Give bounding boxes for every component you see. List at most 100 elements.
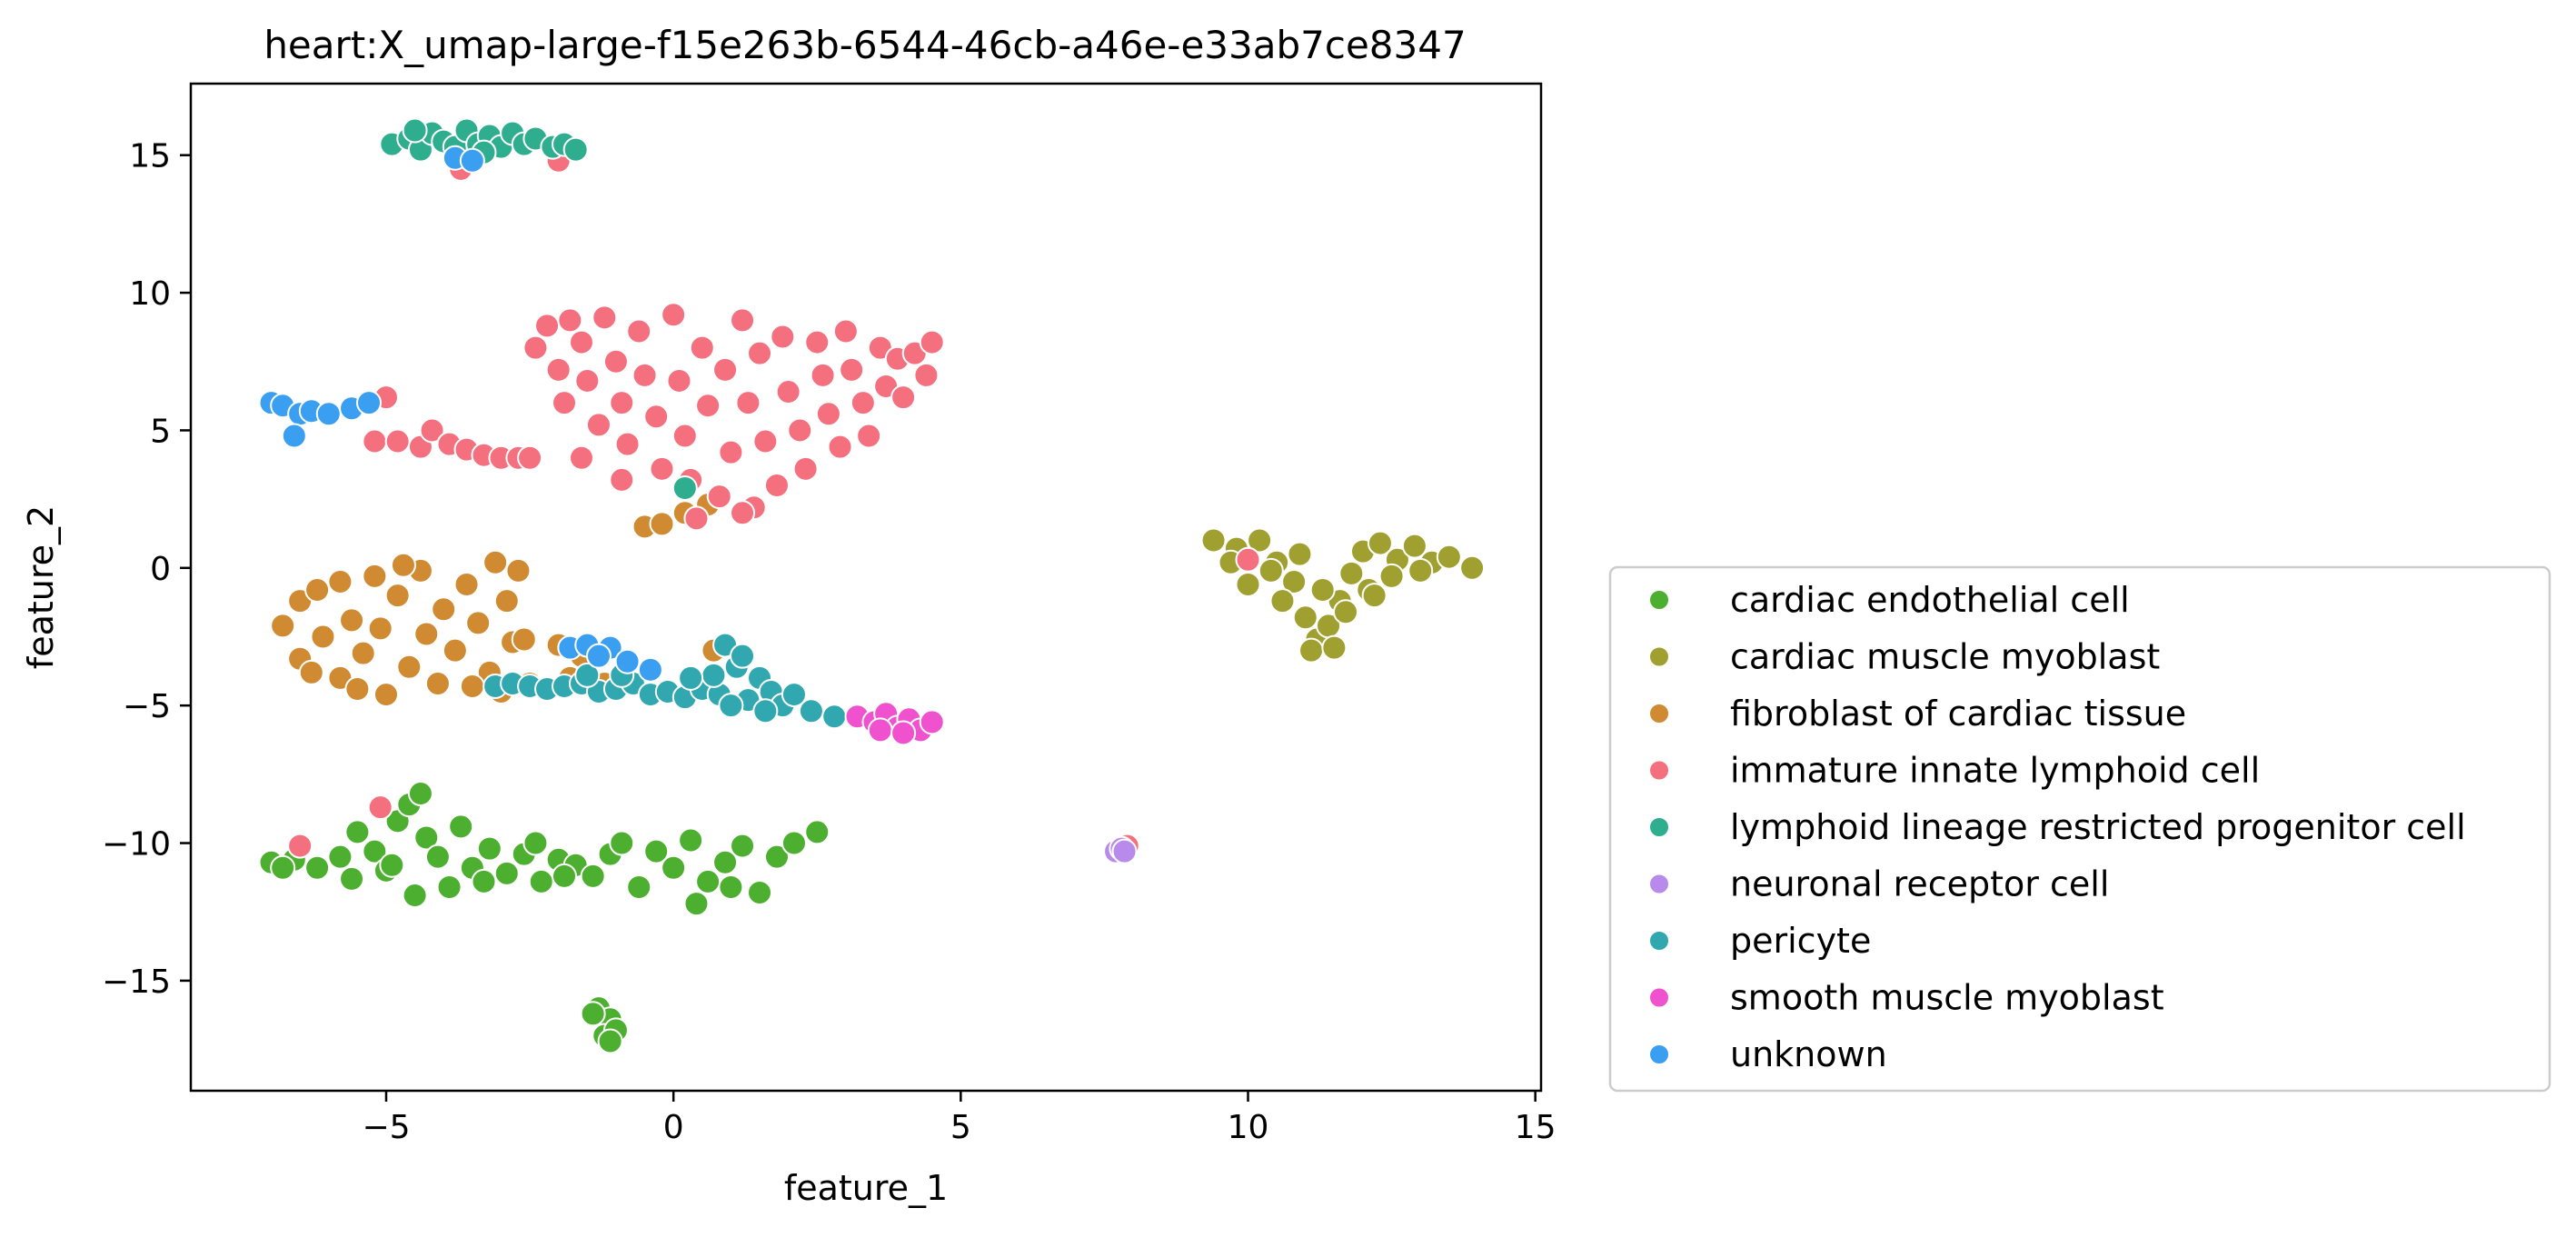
data-point [402, 117, 428, 144]
legend-item: cardiac endothelial cell [1648, 580, 2130, 620]
data-point [1111, 838, 1138, 864]
series-6 [482, 632, 848, 730]
legend: cardiac endothelial cell cardiac muscle m… [1608, 565, 2551, 1093]
data-point [683, 891, 710, 917]
data-point [643, 838, 670, 864]
data-point [804, 819, 830, 845]
data-point [867, 717, 893, 744]
series-1 [1200, 527, 1486, 664]
legend-label: unknown [1730, 1034, 1887, 1074]
data-point [1235, 546, 1261, 573]
data-point [344, 819, 371, 845]
data-point [459, 673, 485, 699]
data-point [637, 656, 663, 683]
data-point [832, 318, 859, 344]
legend-label: lymphoid lineage restricted progenitor c… [1730, 807, 2466, 847]
legend-label: cardiac endothelial cell [1730, 580, 2130, 620]
data-point [701, 662, 727, 688]
data-point [493, 860, 520, 886]
data-point [763, 472, 790, 498]
data-point [666, 367, 692, 394]
data-point [270, 854, 296, 881]
data-point [1321, 634, 1348, 661]
data-point [609, 390, 635, 416]
legend-item: lymphoid lineage restricted progenitor c… [1648, 807, 2466, 847]
legend-marker [1648, 873, 1670, 895]
x-tick-label: 5 [950, 1109, 971, 1146]
data-point [517, 444, 543, 471]
data-point [574, 662, 601, 688]
legend-label: immature innate lymphoid cell [1730, 751, 2260, 791]
data-point [1269, 588, 1296, 614]
data-point [304, 854, 331, 881]
data-point [356, 390, 383, 416]
data-point [1361, 583, 1387, 609]
data-point [1459, 554, 1486, 581]
data-point [339, 865, 365, 892]
legend-marker [1648, 930, 1670, 952]
data-point [585, 412, 612, 438]
data-point [609, 830, 635, 856]
y-tick-label: −5 [123, 688, 171, 725]
data-point [1298, 637, 1325, 664]
legend-frame [1608, 565, 2551, 1093]
legend-label: fibroblast of cardiac tissue [1730, 694, 2186, 734]
data-point [574, 367, 601, 394]
data-point [465, 610, 492, 636]
data-point [281, 423, 307, 449]
data-point [890, 384, 917, 411]
data-point [362, 563, 388, 589]
data-point [327, 844, 353, 870]
legend-label: neuronal receptor cell [1730, 864, 2109, 904]
data-point [649, 455, 675, 482]
data-point [689, 334, 715, 361]
data-point [626, 318, 652, 344]
data-point [839, 356, 865, 383]
data-point [1338, 560, 1365, 586]
data-point [287, 833, 313, 859]
data-point [661, 302, 687, 328]
data-point [522, 830, 549, 856]
data-point [528, 868, 554, 894]
x-tick-label: −5 [362, 1109, 410, 1146]
data-point [792, 455, 819, 482]
data-point [730, 833, 756, 859]
data-point [609, 466, 635, 493]
data-point [522, 334, 549, 361]
data-point [1235, 571, 1261, 597]
data-point [568, 444, 594, 471]
series-4 [379, 117, 698, 502]
legend-label: smooth muscle myoblast [1730, 978, 2164, 1018]
data-point [459, 147, 485, 174]
series-8 [258, 145, 663, 683]
data-point [730, 307, 756, 334]
data-point [402, 883, 428, 909]
data-point [747, 880, 773, 906]
data-point [1367, 530, 1393, 556]
legend-item: smooth muscle myoblast [1648, 978, 2164, 1018]
x-tick-label: 15 [1515, 1109, 1557, 1146]
data-point [1281, 568, 1308, 594]
legend-item: immature innate lymphoid cell [1648, 751, 2260, 791]
data-point [718, 874, 744, 900]
data-point [810, 362, 836, 388]
data-point [552, 390, 578, 416]
data-point [614, 431, 641, 457]
data-point [431, 596, 457, 623]
data-point [1401, 533, 1427, 559]
data-point [735, 390, 761, 416]
series-5 [1103, 835, 1138, 864]
data-point [557, 307, 583, 334]
data-point [626, 874, 652, 900]
legend-item: fibroblast of cardiac tissue [1648, 694, 2186, 734]
data-point [424, 844, 451, 870]
data-point [379, 852, 405, 878]
data-point [505, 557, 532, 584]
data-point [643, 404, 670, 430]
data-point [580, 863, 606, 889]
data-point [661, 854, 687, 881]
x-axis-label: feature_1 [784, 1168, 948, 1208]
chart-title: heart:X_umap-large-f15e263b-6544-46cb-a4… [264, 23, 1466, 67]
data-point [597, 1028, 623, 1054]
legend-item: unknown [1648, 1034, 1887, 1074]
